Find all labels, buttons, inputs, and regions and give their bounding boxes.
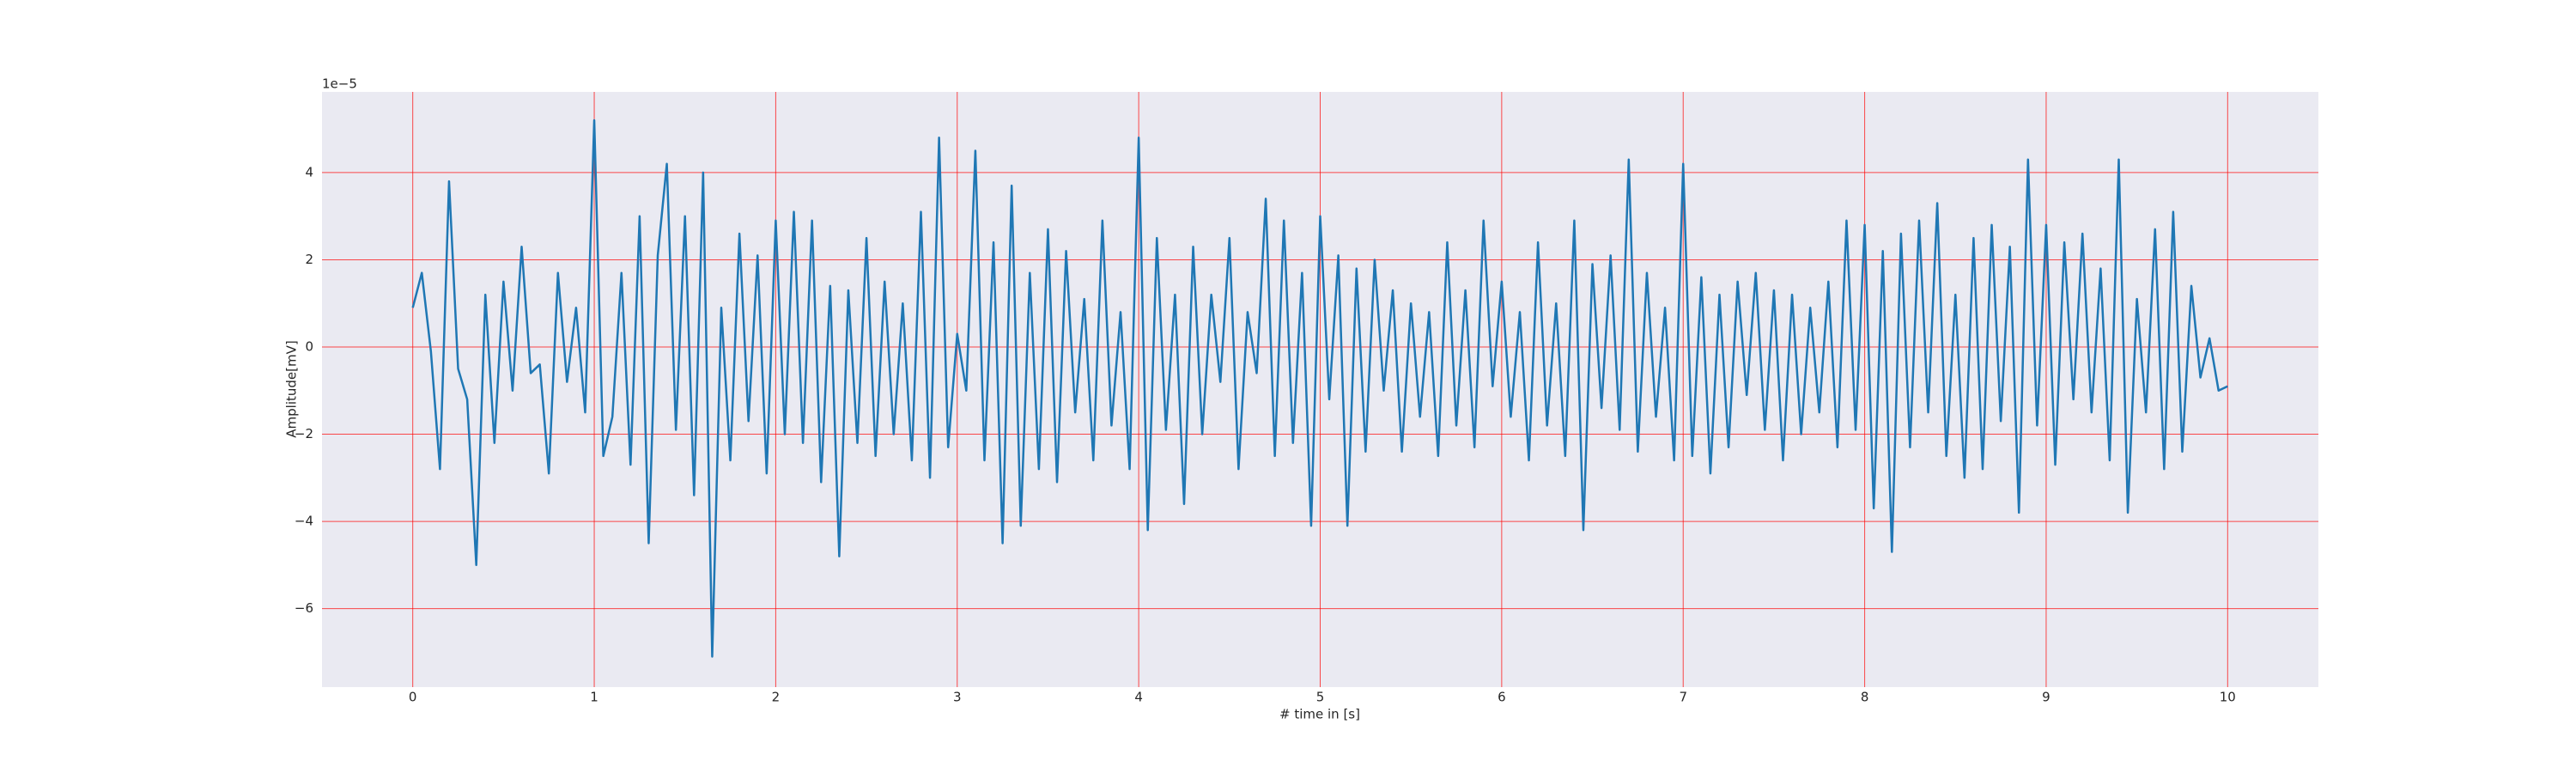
- y-tick-label: 2: [305, 252, 313, 267]
- x-tick-label: 5: [1316, 690, 1325, 705]
- y-tick-label: −2: [295, 426, 313, 441]
- x-tick-label: 8: [1861, 690, 1869, 705]
- x-tick-label: 3: [953, 690, 962, 705]
- x-tick-label: 0: [409, 690, 417, 705]
- y-tick-label: 0: [305, 339, 313, 355]
- y-axis-label: Amplitude[mV]: [284, 340, 300, 437]
- axis-offset-label: 1e−5: [322, 76, 357, 92]
- x-tick-label: 9: [2042, 690, 2050, 705]
- x-tick-label: 2: [772, 690, 781, 705]
- signal-line: [411, 119, 2228, 658]
- x-tick-label: 4: [1134, 690, 1143, 705]
- x-axis-label: # time in [s]: [1279, 707, 1360, 722]
- y-tick-label: −4: [295, 514, 313, 529]
- x-tick-label: 1: [590, 690, 598, 705]
- y-tick-label: 4: [305, 164, 313, 180]
- y-tick-label: −6: [295, 600, 313, 616]
- x-tick-label: 10: [2220, 690, 2236, 705]
- x-tick-label: 7: [1679, 690, 1687, 705]
- x-tick-label: 6: [1498, 690, 1506, 705]
